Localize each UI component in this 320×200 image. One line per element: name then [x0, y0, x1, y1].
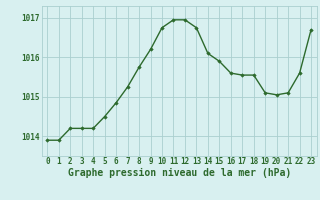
X-axis label: Graphe pression niveau de la mer (hPa): Graphe pression niveau de la mer (hPa): [68, 168, 291, 178]
